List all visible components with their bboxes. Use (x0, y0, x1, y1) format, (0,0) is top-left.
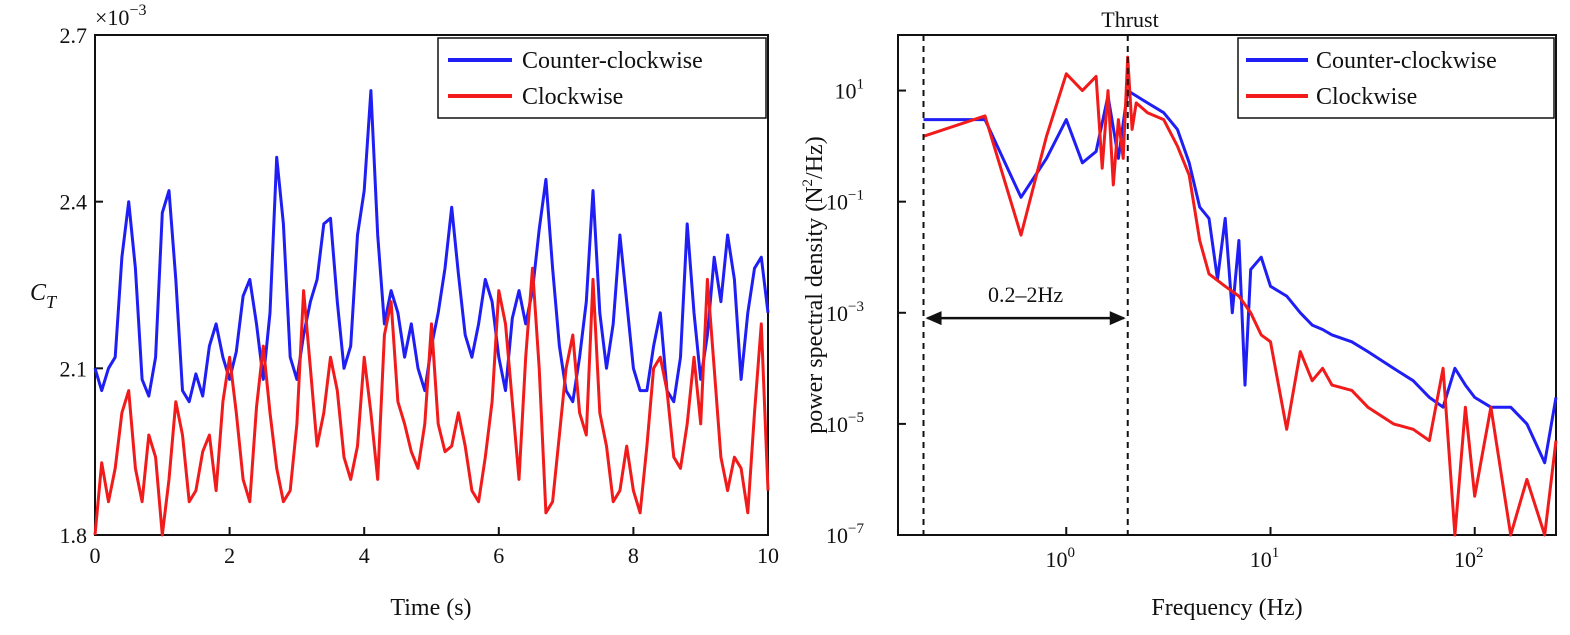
range-arrowhead-left (925, 311, 942, 326)
left-series-counter-clockwise (93, 89, 770, 404)
right-xlabel: Frequency (Hz) (1151, 595, 1302, 621)
right-legend-box (1237, 37, 1555, 119)
left-x-tick-label: 8 (628, 543, 639, 568)
right-legend-label-ccw: Counter-clockwise (1316, 48, 1497, 74)
left-ylabel: CT (30, 280, 58, 312)
range-arrowhead-right (1109, 311, 1126, 326)
left-legend-label-ccw: Counter-clockwise (522, 48, 703, 74)
right-plot-frame (897, 34, 1557, 536)
left-axis-ticks: 0 2 4 6 8 10 1.8 2.1 2.4 2.7 (60, 23, 780, 568)
left-x-tick-label: 4 (359, 543, 370, 568)
range-annotation-label: 0.2–2Hz (988, 282, 1063, 307)
right-x-tick-label: 102 (1454, 545, 1484, 572)
right-legend-label-cw: Clockwise (1316, 84, 1417, 110)
left-multiplier-label: ×10−3 (95, 2, 146, 30)
time-series-chart: 0 2 4 6 8 10 1.8 2.1 2.4 2.7 ×10−3 Time (s) CT Co… (30, 2, 779, 621)
right-y-tick-label: 10−5 (826, 410, 864, 437)
right-y-tick-label: 101 (835, 77, 865, 104)
right-title: Thrust (1101, 7, 1158, 32)
right-series-group (923, 55, 1558, 537)
left-x-tick-label: 6 (493, 543, 504, 568)
left-x-tick-label: 0 (90, 543, 101, 568)
left-plot-frame (94, 34, 769, 536)
right-series-clockwise (923, 55, 1558, 537)
left-y-tick-label: 1.8 (60, 523, 88, 548)
right-legend: Counter-clockwise Clockwise (1237, 37, 1555, 119)
right-y-tick-label: 10−1 (826, 188, 864, 215)
left-x-tick-label: 10 (757, 543, 779, 568)
left-legend-box (437, 37, 767, 119)
right-ylabel: power spectral density (N2/Hz) (800, 136, 828, 433)
left-legend-label-cw: Clockwise (522, 84, 623, 110)
right-series-counter-clockwise (923, 89, 1558, 465)
left-y-tick-label: 2.4 (60, 190, 88, 215)
psd-chart: 100 101 102 10−7 10−5 10−3 10−1 101 0.2–2Hz Thr… (800, 7, 1558, 621)
left-series-clockwise (93, 266, 770, 537)
right-axis-ticks: 100 101 102 10−7 10−5 10−3 10−1 101 (826, 77, 1483, 572)
left-x-tick-label: 2 (224, 543, 235, 568)
left-series-group (93, 89, 770, 537)
left-y-tick-label: 2.1 (60, 356, 88, 381)
range-annotation: 0.2–2Hz (922, 35, 1129, 535)
right-x-tick-label: 101 (1250, 545, 1280, 572)
left-legend: Counter-clockwise Clockwise (437, 37, 767, 119)
right-y-tick-label: 10−7 (826, 521, 864, 548)
left-y-tick-label: 2.7 (60, 23, 88, 48)
right-y-tick-label: 10−3 (826, 299, 864, 326)
left-xlabel: Time (s) (390, 595, 471, 621)
right-x-tick-label: 100 (1046, 545, 1076, 572)
